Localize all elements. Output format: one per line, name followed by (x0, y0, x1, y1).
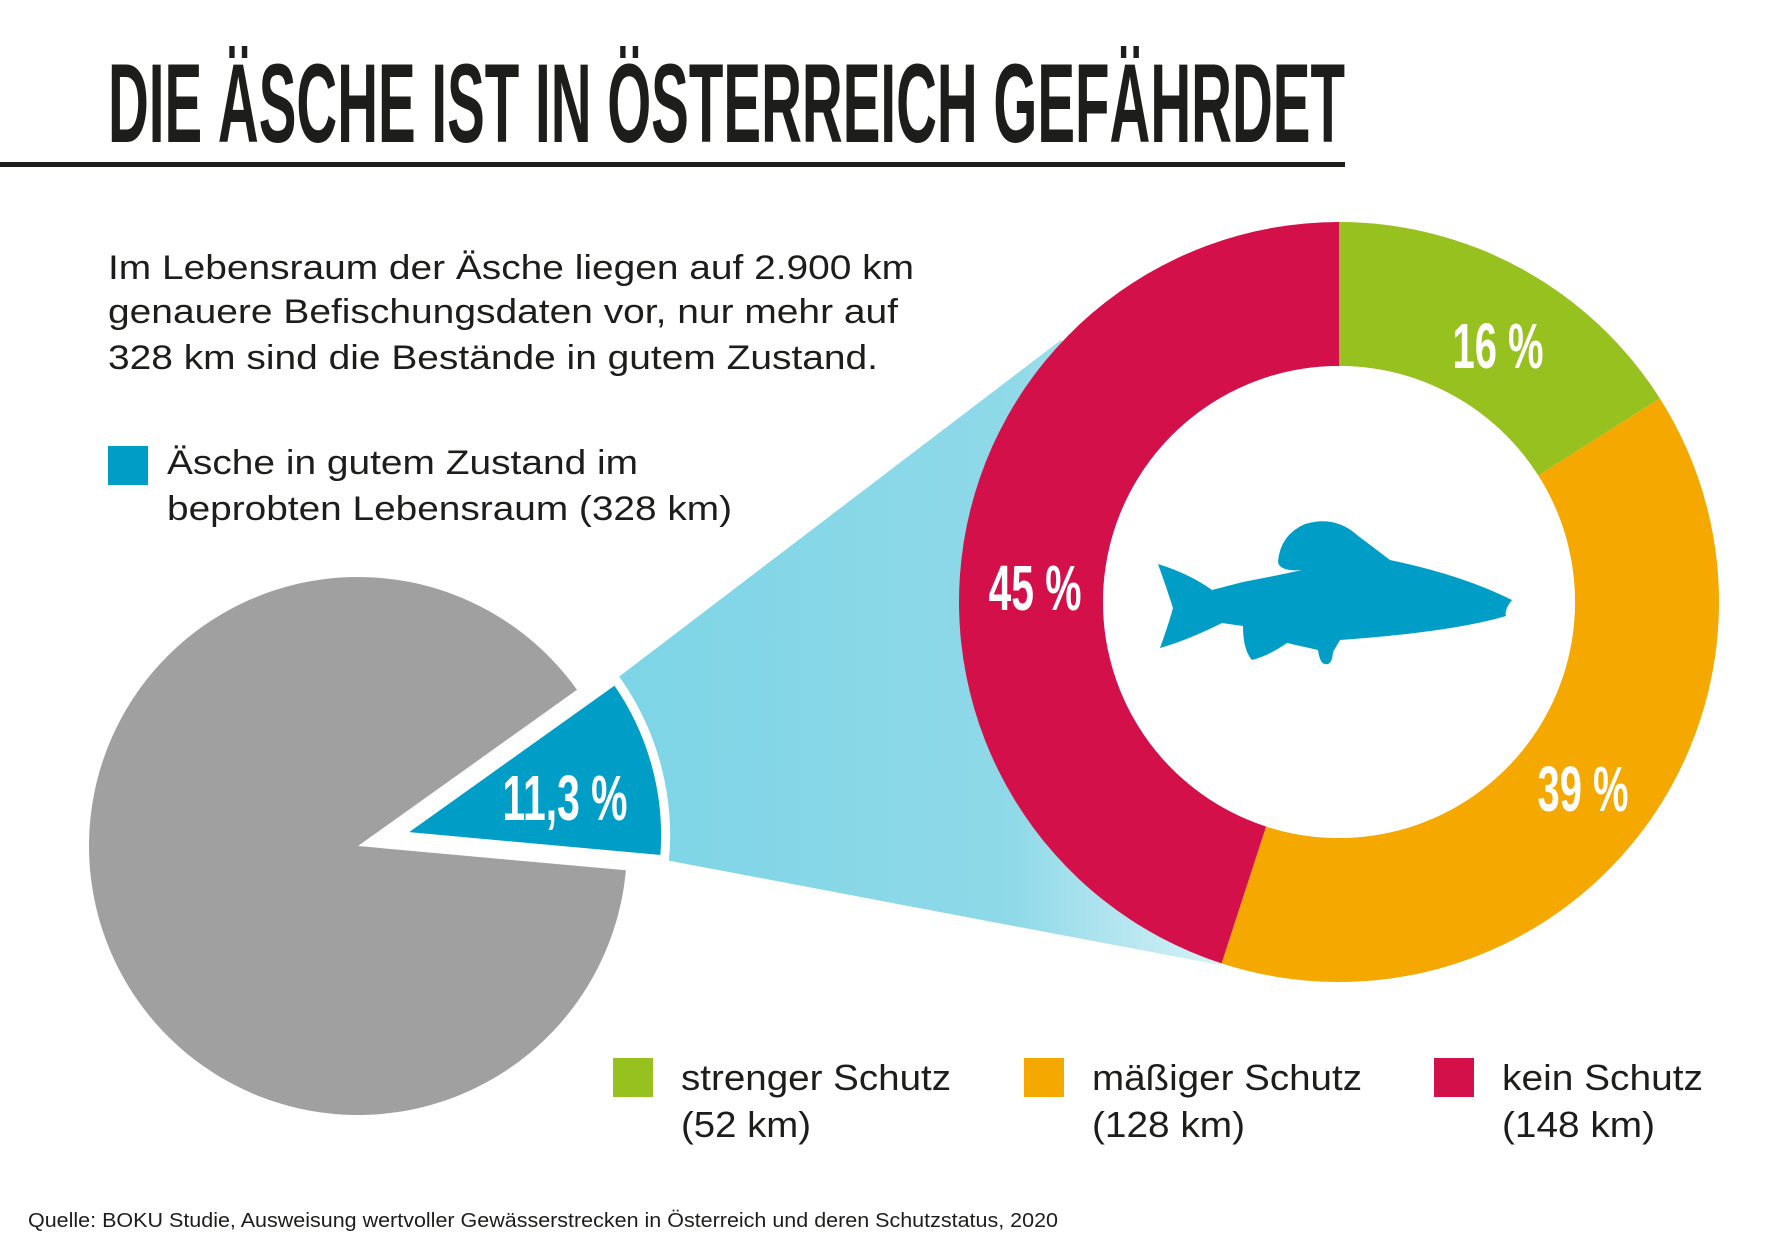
legend-swatch-good (108, 446, 148, 485)
title-underline (0, 162, 1345, 167)
legend-none-line-1: kein Schutz (1502, 1057, 1703, 1098)
legend-none-line-2: (148 km) (1502, 1104, 1655, 1145)
legend-strong-line-1: strenger Schutz (681, 1057, 951, 1098)
pie-slice-rest (88, 576, 626, 1115)
pie-slice-good (384, 673, 671, 865)
source-footer: Quelle: BOKU Studie, Ausweisung wertvoll… (28, 1210, 1058, 1232)
legend-moderate-line-2: (128 km) (1092, 1104, 1245, 1145)
legend-good-line-2: beprobten Lebensraum (328 km) (167, 490, 732, 528)
page-title: DIE ÄSCHE IST IN ÖSTERREICH GEFÄHRDET (108, 41, 1345, 166)
donut-slice-0 (1339, 222, 1660, 476)
donut-slice-1 (1221, 398, 1720, 983)
donut-label-1: 39 % (1538, 753, 1629, 825)
legend-swatch-none (1434, 1058, 1474, 1097)
pie-label-good: 11,3 % (503, 762, 628, 834)
donut-label-0: 16 % (1453, 310, 1544, 382)
legend-strong-line-2: (52 km) (681, 1104, 811, 1145)
legend-moderate-line-1: mäßiger Schutz (1092, 1057, 1362, 1098)
legend-swatch-moderate (1024, 1058, 1064, 1097)
intro-line-1: Im Lebensraum der Äsche liegen auf 2.900… (108, 249, 914, 287)
legend-good-line-1: Äsche in gutem Zustand im (167, 444, 638, 482)
legend-swatch-strong (613, 1058, 653, 1097)
intro-line-3: 328 km sind die Bestände in gutem Zustan… (108, 339, 878, 377)
donut-slice-2 (959, 222, 1339, 964)
fish-icon (1158, 521, 1512, 665)
charts: 11,3 % 16 % 39 % 45 % (88, 222, 1720, 1115)
donut-label-2: 45 % (989, 552, 1082, 624)
intro-line-2: genauere Befischungsdaten vor, nur mehr … (108, 293, 899, 331)
